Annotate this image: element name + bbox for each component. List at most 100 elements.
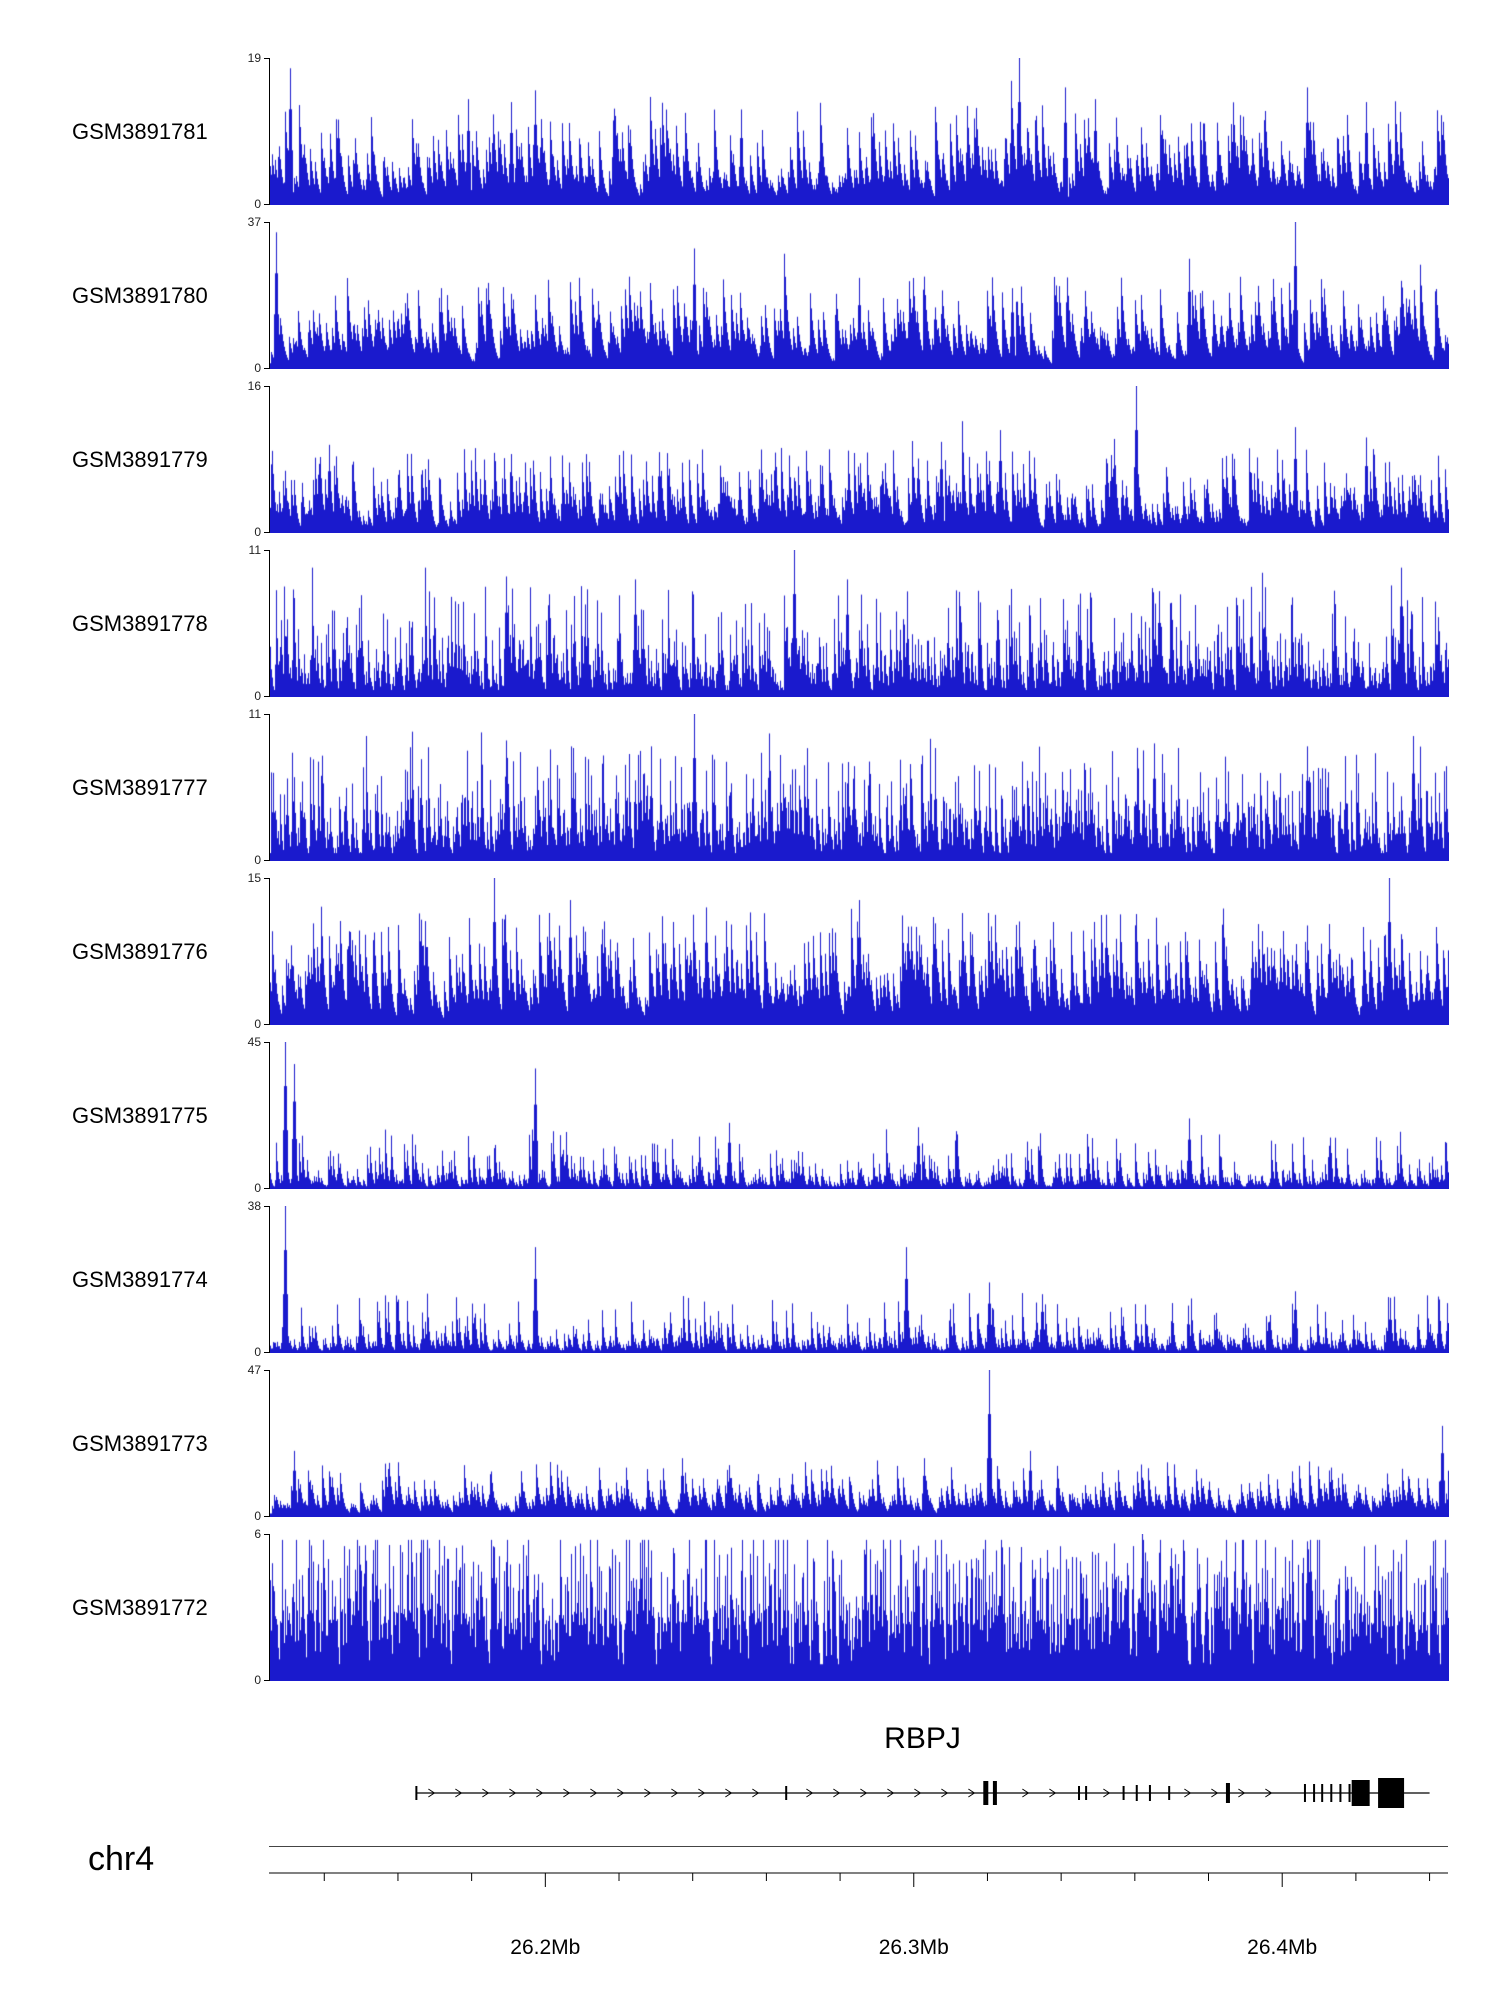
track-label: GSM3891778 <box>72 610 208 636</box>
strand-arrow-icon <box>1211 1788 1219 1798</box>
y-axis-zero-label: 0 <box>254 853 261 867</box>
coverage-signal <box>270 58 1449 205</box>
coverage-signal <box>270 1042 1449 1189</box>
y-axis-zero-tick <box>264 368 270 369</box>
strand-arrow-icon <box>860 1788 868 1798</box>
strand-arrow-icon <box>968 1788 976 1798</box>
chromosome-label: chr4 <box>88 1840 155 1878</box>
coverage-track: GSM3891772 6 0 <box>0 1528 1500 1686</box>
coverage-signal <box>270 386 1449 533</box>
y-axis-max-label: 11 <box>248 707 261 721</box>
track-label: GSM3891777 <box>72 774 208 800</box>
track-label: GSM3891775 <box>72 1102 208 1128</box>
coverage-track: GSM3891779 16 0 <box>0 380 1500 538</box>
y-axis-zero-tick <box>264 1188 270 1189</box>
exon-block <box>1378 1778 1405 1808</box>
strand-arrow-icon <box>1049 1788 1057 1798</box>
track-label: GSM3891781 <box>72 118 208 144</box>
y-axis-zero-tick <box>264 696 270 697</box>
coverage-signal <box>270 222 1449 369</box>
y-axis-max-label: 37 <box>247 215 261 229</box>
strand-arrow-icon <box>914 1788 922 1798</box>
y-axis-zero-tick <box>264 1680 270 1681</box>
y-axis-zero-label: 0 <box>254 1017 261 1031</box>
y-axis-top-tick <box>264 714 270 715</box>
y-axis-top-tick <box>264 1534 270 1535</box>
y-axis-line <box>269 222 270 369</box>
y-axis-max-label: 16 <box>247 379 261 393</box>
track-label: GSM3891773 <box>72 1430 208 1456</box>
exon-block <box>983 1781 989 1805</box>
y-axis-max-label: 6 <box>254 1527 261 1541</box>
y-axis-top-tick <box>264 58 270 59</box>
track-label: GSM3891772 <box>72 1594 208 1620</box>
coverage-track: GSM3891778 11 0 <box>0 544 1500 702</box>
y-axis-zero-label: 0 <box>254 1509 261 1523</box>
exon-block <box>785 1786 788 1800</box>
y-axis-zero-label: 0 <box>254 1181 261 1195</box>
y-axis-max-label: 47 <box>247 1363 261 1377</box>
y-axis-line <box>269 1370 270 1517</box>
y-axis-line <box>269 386 270 533</box>
y-axis-zero-tick <box>264 1024 270 1025</box>
y-axis-top-tick <box>264 1370 270 1371</box>
y-axis-line <box>269 878 270 1025</box>
exon-block <box>1339 1784 1342 1802</box>
exon-block <box>1313 1784 1316 1802</box>
coverage-track: GSM3891777 11 0 <box>0 708 1500 866</box>
exon-block <box>1078 1786 1081 1800</box>
y-axis-max-label: 11 <box>248 543 261 557</box>
coverage-signal <box>270 714 1449 861</box>
exon-block <box>1348 1784 1351 1802</box>
y-axis-zero-label: 0 <box>254 689 261 703</box>
y-axis-zero-tick <box>264 532 270 533</box>
exon-block <box>1168 1786 1171 1800</box>
y-axis-zero-tick <box>264 1516 270 1517</box>
y-axis-top-tick <box>264 550 270 551</box>
strand-arrow-icon <box>671 1788 679 1798</box>
exon-block <box>1135 1785 1138 1801</box>
strand-arrow-icon <box>428 1788 436 1798</box>
y-axis-zero-label: 0 <box>254 1345 261 1359</box>
strand-arrow-icon <box>455 1788 463 1798</box>
y-axis-line <box>269 1534 270 1681</box>
coverage-signal <box>270 1206 1449 1353</box>
chromosome-line <box>269 1846 1448 1847</box>
y-axis-zero-label: 0 <box>254 197 261 211</box>
y-axis-line <box>269 550 270 697</box>
coverage-track: GSM3891780 37 0 <box>0 216 1500 374</box>
coverage-signal <box>270 1534 1449 1681</box>
strand-arrow-icon <box>698 1788 706 1798</box>
y-axis-line <box>269 714 270 861</box>
x-axis-tick-label: 26.2Mb <box>510 1936 581 1959</box>
coverage-track: GSM3891774 38 0 <box>0 1200 1500 1358</box>
coverage-signal <box>270 550 1449 697</box>
y-axis-top-tick <box>264 1042 270 1043</box>
strand-arrow-icon <box>617 1788 625 1798</box>
y-axis-max-label: 38 <box>247 1199 261 1213</box>
x-axis-tick-label: 26.4Mb <box>1247 1936 1318 1959</box>
x-axis-tick-label: 26.3Mb <box>878 1936 949 1959</box>
exon-block <box>1225 1783 1230 1803</box>
y-axis-top-tick <box>264 222 270 223</box>
track-label: GSM3891776 <box>72 938 208 964</box>
exon-block <box>415 1786 418 1800</box>
strand-arrow-icon <box>1022 1788 1030 1798</box>
exon-block <box>992 1781 997 1805</box>
coverage-signal <box>270 1370 1449 1517</box>
y-axis-zero-label: 0 <box>254 525 261 539</box>
strand-arrow-icon <box>644 1788 652 1798</box>
y-axis-top-tick <box>264 878 270 879</box>
strand-arrow-icon <box>806 1788 814 1798</box>
strand-arrow-icon <box>563 1788 571 1798</box>
exon-block <box>1122 1786 1125 1800</box>
exon-block <box>1085 1786 1088 1800</box>
y-axis-max-label: 19 <box>247 51 261 65</box>
exon-block <box>1330 1784 1333 1802</box>
coordinate-ruler <box>269 1872 1448 1887</box>
coverage-track: GSM3891775 45 0 <box>0 1036 1500 1194</box>
strand-arrow-icon <box>1184 1788 1192 1798</box>
strand-arrow-icon <box>1238 1788 1246 1798</box>
strand-arrow-icon <box>941 1788 949 1798</box>
